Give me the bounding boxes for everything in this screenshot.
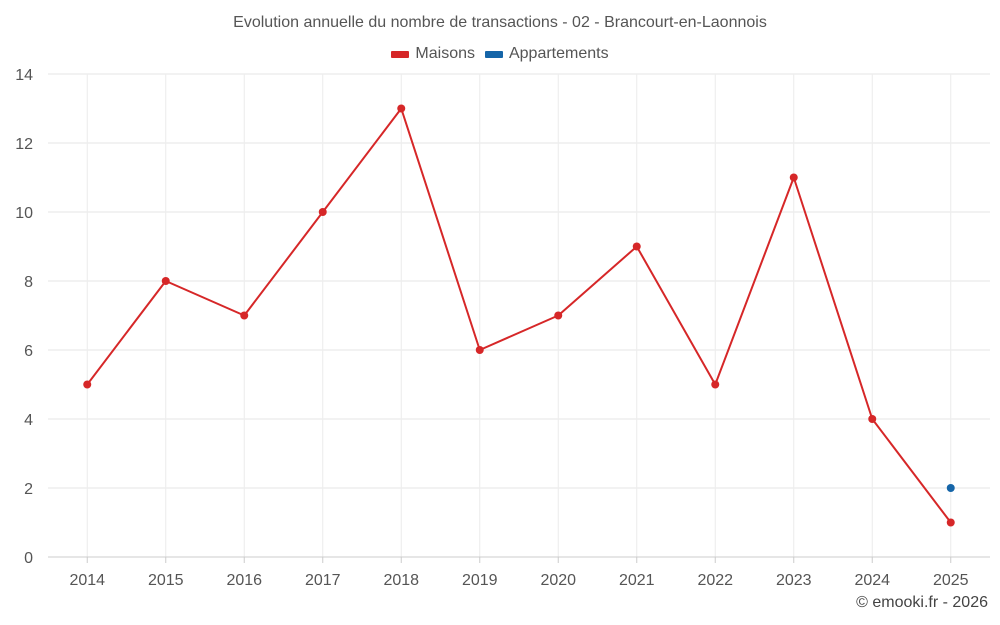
x-tick-label: 2020 (540, 572, 576, 589)
y-tick-label: 14 (15, 67, 33, 84)
legend-item-appartements[interactable]: Appartements (484, 45, 609, 63)
y-tick-label: 8 (24, 274, 33, 291)
x-tick-label: 2015 (148, 572, 184, 589)
data-point (868, 415, 877, 423)
data-point (789, 173, 798, 182)
y-tick-label: 2 (24, 481, 33, 498)
data-point (632, 242, 641, 251)
x-tick-label: 2019 (462, 572, 498, 589)
chart-title: Evolution annuelle du nombre de transact… (233, 14, 767, 31)
x-tick-label: 2025 (933, 572, 969, 589)
y-tick-label: 6 (24, 343, 33, 360)
x-tick-label: 2023 (776, 572, 812, 589)
data-point (554, 311, 563, 320)
x-tick-label: 2022 (697, 572, 733, 589)
data-point (161, 277, 170, 285)
x-tick-label: 2024 (854, 572, 890, 589)
data-point (946, 518, 955, 527)
data-point (711, 380, 720, 389)
legend-swatch-appartements (484, 50, 503, 58)
data-point (475, 346, 484, 354)
series-line-maisons (86, 107, 952, 524)
legend-item-maisons[interactable]: Maisons (391, 45, 475, 63)
x-tick-label: 2017 (305, 572, 341, 589)
data-point (240, 311, 249, 320)
chart-legend: Maisons Appartements (0, 45, 1000, 63)
data-point (946, 484, 955, 492)
y-tick-label: 10 (15, 205, 33, 222)
data-point (318, 208, 327, 216)
x-tick-label: 2014 (69, 572, 105, 589)
data-point (397, 104, 406, 113)
series-appartements (946, 484, 955, 492)
legend-label-appartements: Appartements (508, 45, 609, 62)
data-point (83, 380, 92, 389)
y-tick-label: 12 (15, 136, 33, 153)
grid-lines (48, 73, 990, 557)
series-maisons (83, 104, 955, 527)
legend-swatch-maisons (391, 50, 410, 58)
y-tick-label: 4 (24, 412, 33, 429)
legend-label-maisons: Maisons (415, 45, 475, 62)
x-tick-label: 2021 (619, 572, 655, 589)
series-layer (83, 104, 955, 527)
credit-text: © emooki.fr - 2026 (856, 594, 988, 611)
x-tick-label: 2016 (226, 572, 262, 589)
y-tick-label: 0 (24, 550, 33, 567)
x-tick-label: 2018 (383, 572, 419, 589)
axes: 0 2 4 6 8 10 12 14 2014 2015 2016 2017 2018 2019 2020 2… (15, 67, 990, 589)
